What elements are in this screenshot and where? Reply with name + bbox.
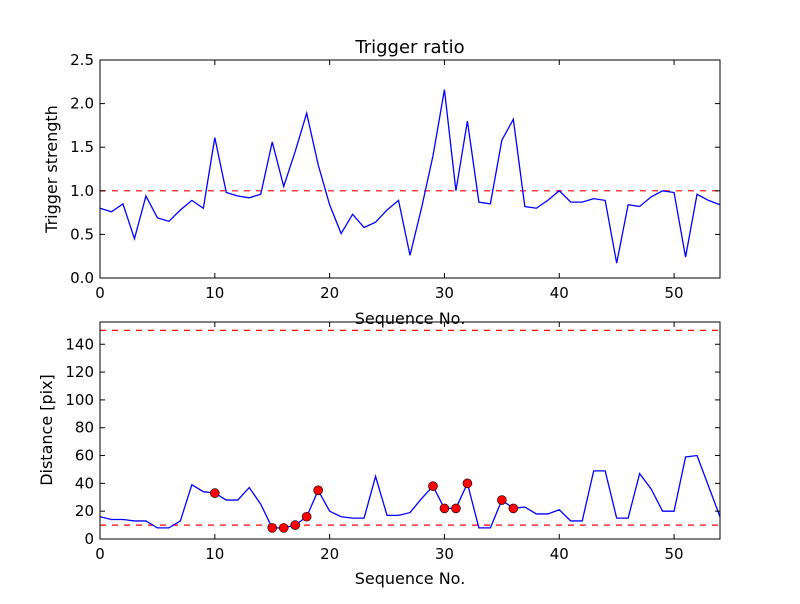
top-axes-frame	[99, 59, 721, 279]
bottom-marker-point	[267, 523, 278, 533]
top-y-tick-label: 1.5	[70, 138, 94, 156]
top-y-tick-label: 1.0	[70, 182, 94, 200]
bottom-y-tick-label: 140	[65, 335, 94, 353]
bottom-marker-point	[497, 495, 507, 505]
top-y-axis-label: Trigger strength	[42, 105, 61, 234]
bottom-y-tick-label: 80	[75, 419, 94, 437]
bottom-x-tick-label: 50	[665, 545, 684, 563]
bottom-y-tick-label: 0	[84, 530, 94, 548]
bottom-y-tick-label: 40	[75, 474, 94, 492]
bottom-x-tick-label: 20	[320, 545, 339, 563]
bottom-series-line	[99, 454, 721, 529]
top-x-axis-label: Sequence No.	[355, 309, 466, 328]
bottom-marker-point	[290, 520, 300, 530]
bottom-y-tick-label: 100	[65, 391, 94, 409]
bottom-marker-point	[210, 488, 220, 498]
bottom-marker-point	[508, 503, 519, 514]
top-y-tick-label: 2.5	[70, 51, 94, 69]
top-x-tick-label: 10	[205, 284, 224, 302]
bottom-x-axis-label: Sequence No.	[355, 569, 466, 588]
bottom-marker-point	[313, 485, 323, 496]
top-x-tick-label: 30	[435, 284, 454, 302]
bottom-marker-point	[462, 478, 473, 489]
top-y-tick-label: 0.0	[70, 269, 94, 287]
bottom-axes-frame	[99, 321, 721, 540]
top-plot: 0 10 20 30 40 50 0.0 0.5 1.0 1.5 2.0 2.5	[70, 51, 721, 302]
bottom-y-tick-label: 60	[75, 447, 94, 465]
top-chart-title: Trigger ratio	[354, 37, 464, 58]
bottom-x-tick-label: 40	[550, 545, 569, 563]
bottom-y-tick-label: 20	[75, 502, 94, 520]
top-x-tick-label: 40	[550, 284, 569, 302]
top-series-line	[99, 89, 721, 264]
top-x-tick-label: 0	[95, 284, 105, 302]
bottom-marker-point	[301, 511, 312, 522]
bottom-plot: 0 10 20 30 40 50 0 20 40 60 80 100 120 140	[65, 321, 721, 563]
bottom-x-tick-label: 0	[95, 545, 105, 563]
top-x-tick-label: 50	[665, 284, 684, 302]
bottom-marker-point	[439, 503, 450, 514]
bottom-marker-point	[451, 503, 461, 514]
bottom-x-tick-label: 10	[205, 545, 224, 563]
bottom-x-tick-label: 30	[435, 545, 454, 563]
top-y-tick-label: 2.0	[70, 95, 94, 113]
top-y-tick-label: 0.5	[70, 225, 94, 243]
top-x-tick-label: 20	[320, 284, 339, 302]
bottom-marker-point	[278, 523, 289, 533]
bottom-y-axis-label: Distance [pix]	[37, 374, 56, 486]
bottom-y-tick-label: 120	[65, 363, 94, 381]
bottom-marker-point	[428, 481, 438, 491]
